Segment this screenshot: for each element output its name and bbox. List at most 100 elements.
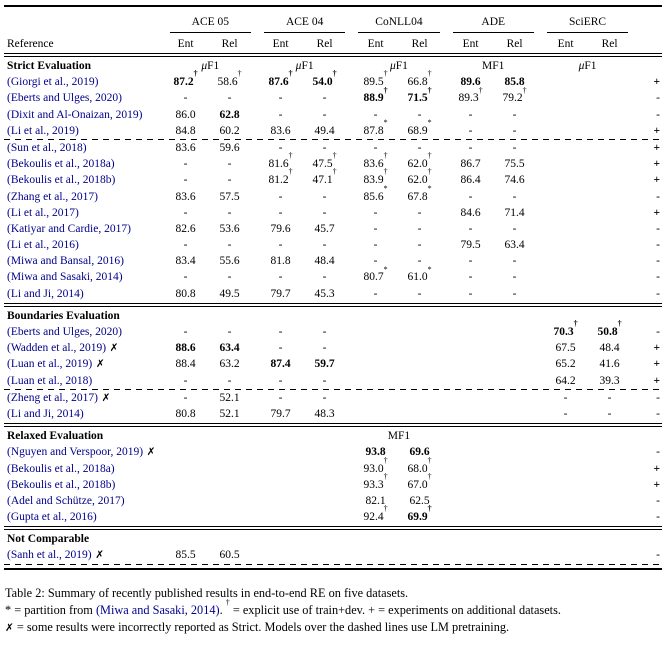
score-cell: 52.1 xyxy=(219,407,240,420)
column-header-rel: Rel xyxy=(506,38,523,50)
score-cell: - xyxy=(373,141,378,154)
score-cell xyxy=(493,509,537,525)
lm-pretraining-divider xyxy=(4,138,662,140)
column-header-ent: Ent xyxy=(177,38,194,50)
citation-link[interactable]: (Miwa and Sasaki, 2014) xyxy=(95,602,220,617)
score-cell: 64.2 xyxy=(555,374,576,387)
table-row: (Bekoulis et al., 2018a) - - 81.6† 47.5† 83.6… xyxy=(4,152,662,172)
citation-link[interactable]: (Miwa and Sasaki, 2014) xyxy=(7,271,123,284)
table-row: (Li and Ji, 2014) 80.8 49.5 79.7 45.3 - - - - - xyxy=(4,286,662,302)
citation-link[interactable]: (Li and Ji, 2014) xyxy=(7,407,84,420)
citation-link[interactable]: (Li et al., 2017) xyxy=(7,206,79,219)
score-cell xyxy=(544,269,588,285)
score-cell: 52.1 xyxy=(219,391,240,404)
citation-link[interactable]: (Zheng et al., 2017) xyxy=(7,391,99,404)
score-cell: 62.0† xyxy=(407,167,432,187)
additional-datasets-marker: + xyxy=(653,342,660,355)
score-cell: 65.2 xyxy=(555,358,576,371)
metric-label: μF1 xyxy=(578,60,597,72)
score-cell xyxy=(164,461,208,477)
citation-link[interactable]: (Eberts and Ulges, 2020) xyxy=(7,326,122,338)
score-cell xyxy=(354,340,398,356)
score-cell: - xyxy=(278,271,283,284)
citation-link[interactable]: (Luan et al., 2019) xyxy=(7,358,93,371)
score-cell: 45.3 xyxy=(314,287,335,300)
score-cell xyxy=(588,90,632,106)
citation-link[interactable]: (Gupta et al., 2016) xyxy=(7,511,97,524)
citation-link[interactable]: (Li et al., 2019) xyxy=(7,124,79,137)
additional-datasets-marker: + xyxy=(653,124,660,137)
citation-link[interactable]: (Katiyar and Cardie, 2017) xyxy=(7,222,131,235)
score-cell xyxy=(588,237,632,253)
score-cell: - xyxy=(512,255,517,268)
citation-link[interactable]: (Li and Ji, 2014) xyxy=(7,287,84,300)
score-cell: - xyxy=(278,141,283,154)
section-title: Relaxed Evaluation xyxy=(7,430,104,443)
score-cell: 60.5 xyxy=(219,549,240,562)
citation-link[interactable]: (Bekoulis et al., 2018b) xyxy=(7,174,116,187)
score-cell xyxy=(398,390,442,406)
score-cell: - xyxy=(322,190,327,203)
score-cell: - xyxy=(512,124,517,137)
table-row: (Bekoulis et al., 2018b) - - 81.2† 47.1† 83.9… xyxy=(4,167,662,188)
score-cell: - xyxy=(417,141,422,154)
score-cell: - xyxy=(322,206,327,219)
score-cell xyxy=(398,324,442,340)
citation-link[interactable]: (Nguyen and Verspoor, 2019) xyxy=(7,446,144,459)
score-cell: 55.6 xyxy=(219,255,240,268)
score-cell: 67.5 xyxy=(555,342,576,355)
score-cell xyxy=(544,477,588,493)
score-cell xyxy=(493,324,537,340)
table-row: (Eberts and Ulges, 2020) - - - - 88.9† 71.5† 89… xyxy=(4,85,662,106)
citation-link[interactable]: (Bekoulis et al., 2018a) xyxy=(7,462,115,475)
additional-datasets-marker: + xyxy=(653,358,660,371)
score-cell: - xyxy=(227,326,232,338)
citation-link[interactable]: (Sanh et al., 2019) xyxy=(7,549,92,562)
citation-link[interactable]: (Giorgi et al., 2019) xyxy=(7,76,99,89)
score-cell xyxy=(164,444,208,460)
table-row: (Li et al., 2016) - - - - - - 79.5 63.4 - xyxy=(4,237,662,253)
citation-link[interactable]: (Eberts and Ulges, 2020) xyxy=(7,92,122,105)
score-cell xyxy=(544,189,588,205)
score-cell: - xyxy=(373,255,378,268)
table-row: (Bekoulis et al., 2018b) 93.3† 67.0† + xyxy=(4,472,662,493)
score-cell: 89.3† xyxy=(458,85,483,105)
citation-link[interactable]: (Zhang et al., 2017) xyxy=(7,190,99,203)
score-cell: - xyxy=(512,141,517,154)
incorrect-strict-flag-icon: ✗ xyxy=(106,342,119,355)
citation-link[interactable]: (Adel and Schütze, 2017) xyxy=(7,494,125,507)
additional-datasets-marker: - xyxy=(656,287,660,300)
citation-link[interactable]: (Luan et al., 2018) xyxy=(7,374,93,387)
additional-datasets-marker: + xyxy=(653,141,660,154)
citation-link[interactable]: (Sun et al., 2018) xyxy=(7,141,87,154)
score-cell xyxy=(544,140,588,156)
citation-link[interactable]: (Bekoulis et al., 2018b) xyxy=(7,478,116,491)
score-cell xyxy=(544,444,588,460)
score-cell: 81.8 xyxy=(270,255,291,268)
score-cell xyxy=(544,286,588,302)
citation-link[interactable]: (Dixit and Al-Onaizan, 2019) xyxy=(7,108,143,121)
score-cell: 54.0† xyxy=(312,69,337,89)
score-cell: - xyxy=(563,391,568,404)
citation-link[interactable]: (Li et al., 2016) xyxy=(7,239,79,252)
score-cell: - xyxy=(417,222,422,235)
section-header-row: Not Comparable xyxy=(4,531,662,547)
score-cell: - xyxy=(278,206,283,219)
citation-link[interactable]: (Wadden et al., 2019) xyxy=(7,342,107,355)
score-cell xyxy=(303,509,347,525)
citation-link[interactable]: (Bekoulis et al., 2018a) xyxy=(7,158,115,171)
score-cell: 49.4 xyxy=(314,124,335,137)
caption-line-1: Table 2: Summary of recently published r… xyxy=(5,585,409,600)
additional-datasets-marker: + xyxy=(653,478,660,491)
score-cell: 62.8 xyxy=(219,108,240,121)
score-cell: - xyxy=(322,141,327,154)
score-cell xyxy=(449,477,493,493)
score-cell xyxy=(544,107,588,123)
citation-link[interactable]: (Miwa and Bansal, 2016) xyxy=(7,255,124,268)
score-cell: 82.1 xyxy=(365,494,386,507)
table-row: (Luan et al., 2019) ✗ 88.4 63.2 87.4 59.7 65… xyxy=(4,356,662,372)
score-cell: 70.3† xyxy=(553,319,578,338)
score-cell xyxy=(303,493,347,509)
score-cell xyxy=(164,509,208,525)
score-cell xyxy=(588,74,632,90)
